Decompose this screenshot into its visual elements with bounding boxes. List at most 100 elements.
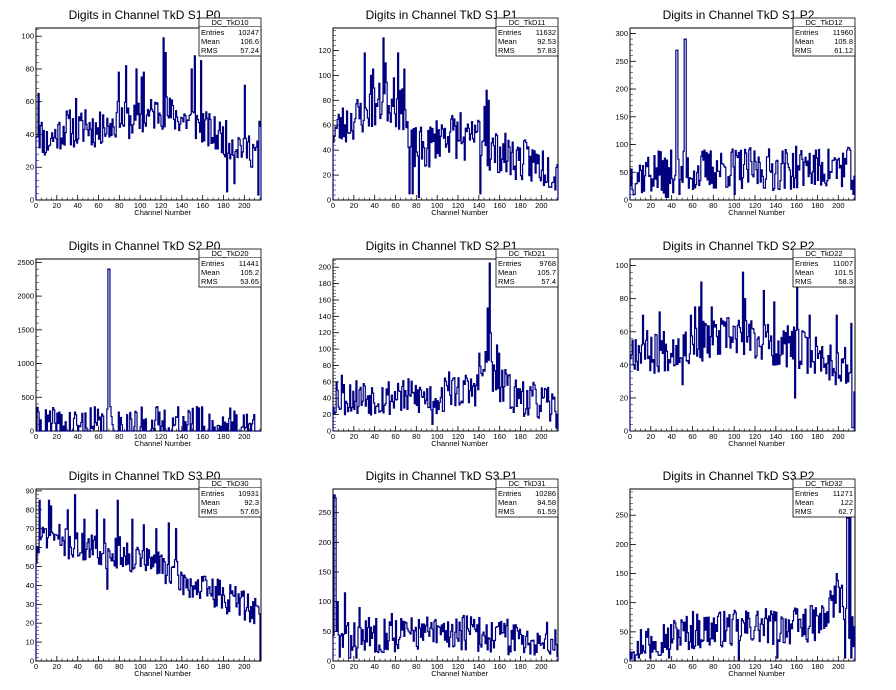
y-tick-label: 50 bbox=[620, 168, 628, 177]
x-tick-label: 160 bbox=[196, 201, 209, 210]
x-tick-label: 140 bbox=[770, 201, 783, 210]
stats-box bbox=[198, 478, 262, 518]
x-tick-label: 120 bbox=[749, 662, 762, 671]
x-tick-label: 140 bbox=[473, 432, 486, 441]
x-tick-label: 20 bbox=[647, 432, 655, 441]
stats-entries-value: 10286 bbox=[535, 489, 556, 498]
y-tick-label: 70 bbox=[26, 524, 34, 533]
stats-name: DC_TkD32 bbox=[805, 479, 842, 488]
y-tick-label: 250 bbox=[615, 57, 628, 66]
y-tick-label: 60 bbox=[323, 377, 331, 386]
histogram-line bbox=[629, 38, 856, 200]
x-tick-label: 40 bbox=[667, 201, 675, 210]
x-tick-label: 0 bbox=[331, 432, 335, 441]
stats-mean-value: 92.53 bbox=[537, 37, 556, 46]
stats-rms-value: 58.3 bbox=[838, 277, 853, 286]
histogram-panel-2: Digits in Channel TkD S1 P1 0 20 40 60 80 100 1… bbox=[318, 8, 559, 217]
stats-entries-value: 11441 bbox=[239, 259, 259, 268]
y-tick-label: 100 bbox=[318, 345, 331, 354]
x-tick-label: 0 bbox=[34, 201, 38, 210]
x-tick-label: 20 bbox=[53, 201, 61, 210]
x-tick-label: 200 bbox=[238, 201, 251, 210]
y-tick-label: 100 bbox=[318, 71, 331, 80]
chart-title: Digits in Channel TkD S1 P1 bbox=[366, 8, 518, 22]
x-tick-label: 180 bbox=[217, 662, 230, 671]
y-tick-label: 1500 bbox=[17, 325, 34, 334]
x-tick-label: 200 bbox=[535, 201, 548, 210]
stats-entries-value: 11271 bbox=[833, 489, 853, 498]
stats-rms-value: 61.12 bbox=[834, 46, 853, 55]
x-tick-label: 40 bbox=[73, 201, 81, 210]
x-tick-label: 60 bbox=[94, 662, 102, 671]
y-tick-label: 40 bbox=[26, 130, 34, 139]
x-tick-label: 40 bbox=[73, 432, 81, 441]
plot-frame bbox=[332, 488, 559, 662]
y-tick-label: 0 bbox=[30, 427, 34, 436]
x-tick-label: 120 bbox=[155, 662, 168, 671]
x-tick-label: 40 bbox=[667, 432, 675, 441]
x-tick-label: 0 bbox=[628, 201, 632, 210]
y-tick-label: 160 bbox=[318, 295, 331, 304]
x-tick-label: 80 bbox=[115, 662, 123, 671]
x-tick-label: 100 bbox=[134, 201, 147, 210]
stats-mean-label: Mean bbox=[795, 37, 814, 46]
x-tick-label: 100 bbox=[728, 201, 741, 210]
stats-entries-value: 9768 bbox=[539, 259, 556, 268]
y-tick-label: 10 bbox=[26, 638, 34, 647]
x-axis-label: Channel Number bbox=[728, 439, 785, 448]
x-tick-label: 160 bbox=[493, 662, 506, 671]
x-tick-label: 60 bbox=[94, 432, 102, 441]
y-tick-label: 50 bbox=[323, 627, 331, 636]
stats-entries-label: Entries bbox=[795, 28, 819, 37]
x-tick-label: 160 bbox=[493, 201, 506, 210]
x-tick-label: 0 bbox=[331, 662, 335, 671]
y-tick-label: 80 bbox=[620, 294, 628, 303]
stats-box bbox=[792, 17, 856, 57]
y-tick-label: 120 bbox=[318, 328, 331, 337]
chart-title: Digits in Channel TkD S1 P2 bbox=[663, 8, 815, 22]
stats-rms-label: RMS bbox=[201, 507, 218, 516]
x-tick-label: 180 bbox=[217, 201, 230, 210]
histogram-panel-9: Digits in Channel TkD S3 P2 0 20 40 60 80 100 1… bbox=[615, 469, 856, 678]
y-tick-label: 40 bbox=[323, 394, 331, 403]
x-tick-label: 200 bbox=[238, 662, 251, 671]
x-tick-label: 60 bbox=[688, 432, 696, 441]
x-tick-label: 120 bbox=[452, 432, 465, 441]
y-tick-label: 0 bbox=[30, 657, 34, 666]
x-tick-label: 140 bbox=[176, 432, 189, 441]
chart-title: Digits in Channel TkD S1 P0 bbox=[69, 8, 221, 22]
stats-name: DC_TkD31 bbox=[508, 479, 545, 488]
chart-title: Digits in Channel TkD S2 P0 bbox=[69, 239, 221, 253]
y-tick-label: 40 bbox=[323, 146, 331, 155]
stats-entries-label: Entries bbox=[201, 28, 225, 37]
x-tick-label: 60 bbox=[391, 662, 399, 671]
y-tick-label: 150 bbox=[615, 569, 628, 578]
x-tick-label: 60 bbox=[688, 662, 696, 671]
histogram-panel-7: Digits in Channel TkD S3 P00 20 40 60 80 100 1… bbox=[26, 469, 262, 678]
x-tick-label: 180 bbox=[514, 662, 527, 671]
histogram-line bbox=[332, 262, 559, 431]
stats-entries-value: 10931 bbox=[238, 489, 259, 498]
histogram-panel-4: Digits in Channel TkD S2 P0 0 20 40 60 80 100 1… bbox=[17, 239, 262, 448]
stats-box bbox=[198, 17, 262, 57]
y-tick-label: 180 bbox=[318, 279, 331, 288]
x-tick-label: 80 bbox=[412, 432, 420, 441]
x-tick-label: 20 bbox=[53, 432, 61, 441]
y-tick-label: 80 bbox=[323, 96, 331, 105]
x-tick-label: 140 bbox=[473, 201, 486, 210]
x-axis-label: Channel Number bbox=[431, 439, 488, 448]
x-tick-label: 160 bbox=[790, 432, 803, 441]
x-tick-label: 0 bbox=[34, 662, 38, 671]
stats-rms-value: 61.59 bbox=[537, 507, 556, 516]
stats-name: DC_TkD21 bbox=[508, 249, 545, 258]
chart-title: Digits in Channel TkD S2 P1 bbox=[366, 239, 518, 253]
y-tick-label: 100 bbox=[21, 32, 34, 41]
y-tick-label: 120 bbox=[318, 46, 331, 55]
stats-rms-value: 62.7 bbox=[838, 507, 853, 516]
stats-entries-label: Entries bbox=[498, 28, 522, 37]
stats-entries-value: 11632 bbox=[536, 28, 556, 37]
y-tick-label: 2500 bbox=[17, 258, 34, 267]
x-tick-label: 100 bbox=[431, 662, 444, 671]
y-tick-label: 150 bbox=[615, 112, 628, 121]
histogram-line bbox=[35, 494, 261, 662]
